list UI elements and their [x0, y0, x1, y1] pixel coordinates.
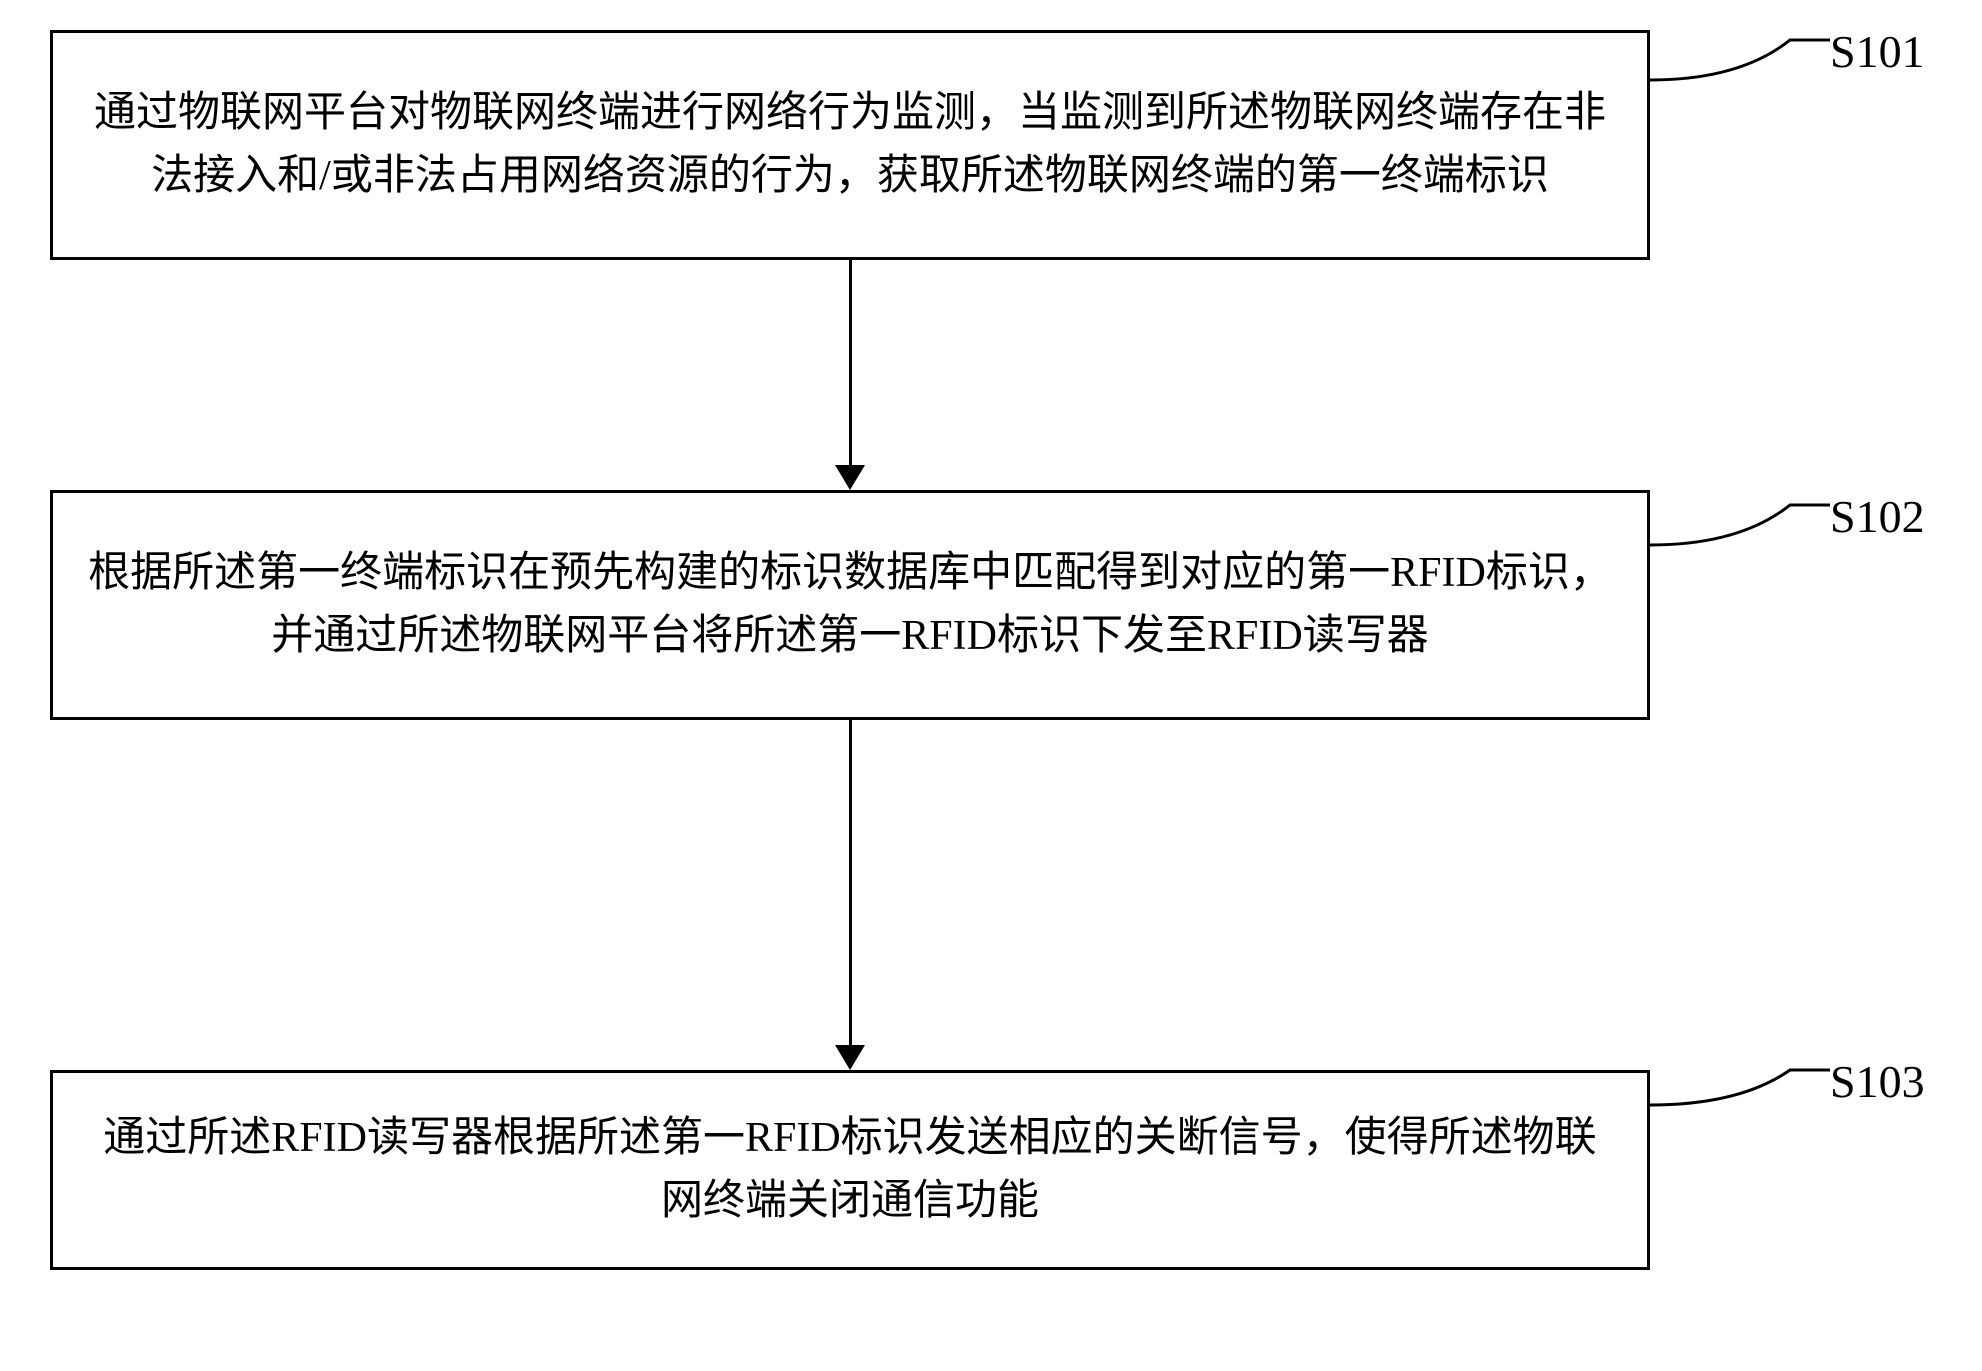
- flowchart-arrow-1: [835, 260, 865, 490]
- connector-line-s102: [1650, 490, 1830, 570]
- flowchart-node-s102: 根据所述第一终端标识在预先构建的标识数据库中匹配得到对应的第一RFID标识，并通…: [50, 490, 1650, 720]
- step-label-s102: S102: [1830, 490, 1925, 543]
- flowchart-node-text: 通过物联网平台对物联网终端进行网络行为监测，当监测到所述物联网终端存在非法接入和…: [83, 82, 1617, 208]
- flowchart-node-s101: 通过物联网平台对物联网终端进行网络行为监测，当监测到所述物联网终端存在非法接入和…: [50, 30, 1650, 260]
- flowchart-arrow-2: [835, 720, 865, 1070]
- connector-line-s101: [1650, 30, 1830, 110]
- step-label-s103: S103: [1830, 1055, 1925, 1108]
- flowchart-node-s103: 通过所述RFID读写器根据所述第一RFID标识发送相应的关断信号，使得所述物联网…: [50, 1070, 1650, 1270]
- flowchart-node-text: 根据所述第一终端标识在预先构建的标识数据库中匹配得到对应的第一RFID标识，并通…: [83, 542, 1617, 668]
- connector-line-s103: [1650, 1060, 1830, 1140]
- step-label-s101: S101: [1830, 25, 1925, 78]
- flowchart-container: 通过物联网平台对物联网终端进行网络行为监测，当监测到所述物联网终端存在非法接入和…: [0, 0, 1982, 1371]
- flowchart-node-text: 通过所述RFID读写器根据所述第一RFID标识发送相应的关断信号，使得所述物联网…: [83, 1107, 1617, 1233]
